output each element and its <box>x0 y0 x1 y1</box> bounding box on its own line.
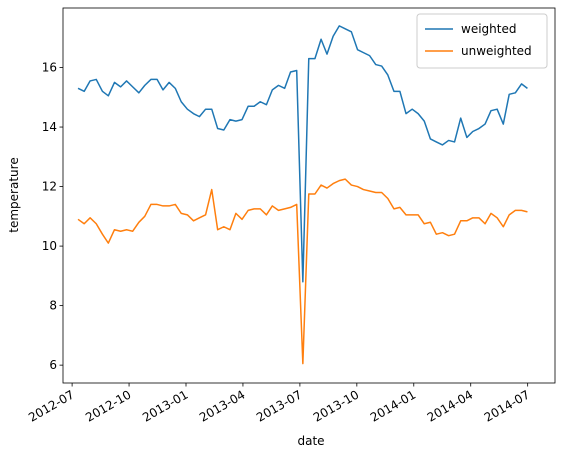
x-tick-label: 2013-10 <box>311 387 361 424</box>
legend-label: unweighted <box>461 44 532 58</box>
x-tick-label: 2014-07 <box>482 387 532 424</box>
series-line <box>77 178 528 365</box>
legend-box <box>416 13 548 69</box>
x-tick-label: 2014-04 <box>425 387 475 424</box>
x-axis-label: date <box>297 434 324 448</box>
y-tick-label: 16 <box>42 61 57 75</box>
x-tick-label: 2012-10 <box>83 387 133 424</box>
x-tick-label: 2014-01 <box>368 387 418 424</box>
y-tick-label: 10 <box>42 239 57 253</box>
x-tick-label: 2012-07 <box>26 387 76 424</box>
y-tick-label: 8 <box>49 299 57 313</box>
legend-label: weighted <box>461 22 516 36</box>
y-tick-label: 12 <box>42 180 57 194</box>
y-tick-label: 6 <box>49 358 57 372</box>
x-tick-label: 2013-04 <box>197 387 247 424</box>
series-line <box>77 25 528 283</box>
y-axis-label: temperature <box>7 157 21 232</box>
x-tick-label: 2013-01 <box>140 387 190 424</box>
y-tick-label: 14 <box>42 120 57 134</box>
x-tick-label: 2013-07 <box>254 387 304 424</box>
